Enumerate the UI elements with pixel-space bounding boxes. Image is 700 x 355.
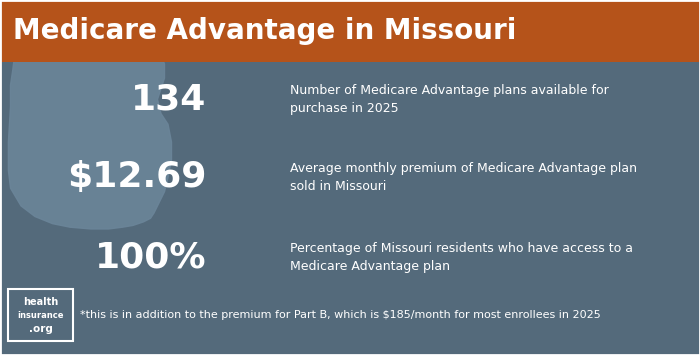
Text: *this is in addition to the premium for Part B, which is $185/month for most enr: *this is in addition to the premium for …: [80, 310, 601, 320]
Text: insurance: insurance: [18, 311, 64, 320]
Text: Average monthly premium of Medicare Advantage plan
sold in Missouri: Average monthly premium of Medicare Adva…: [290, 162, 638, 193]
Text: 100%: 100%: [95, 240, 206, 274]
Polygon shape: [8, 56, 172, 229]
Text: .org: .org: [29, 324, 52, 334]
Bar: [8, 289, 73, 341]
Bar: [0, 0, 700, 62]
Text: $12.69: $12.69: [67, 160, 206, 195]
Text: Number of Medicare Advantage plans available for
purchase in 2025: Number of Medicare Advantage plans avail…: [290, 84, 609, 115]
Text: health: health: [23, 297, 58, 307]
Text: Percentage of Missouri residents who have access to a
Medicare Advantage plan: Percentage of Missouri residents who hav…: [290, 242, 634, 273]
Text: 134: 134: [131, 82, 206, 116]
Text: Medicare Advantage in Missouri: Medicare Advantage in Missouri: [13, 17, 516, 45]
